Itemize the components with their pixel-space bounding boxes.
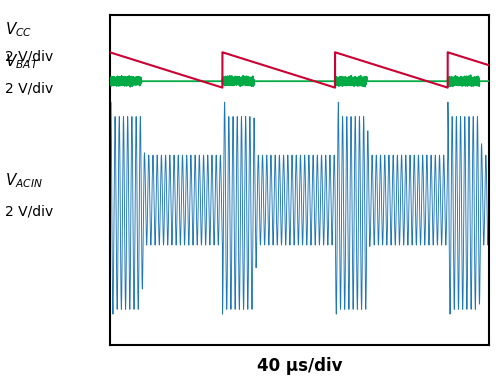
Text: 40 μs/div: 40 μs/div xyxy=(256,357,342,375)
Text: 2 V/div: 2 V/div xyxy=(5,82,53,96)
Text: 2 V/div: 2 V/div xyxy=(5,49,53,63)
Text: $V_{ACIN}$: $V_{ACIN}$ xyxy=(5,172,43,190)
Text: $V_{CC}$: $V_{CC}$ xyxy=(5,20,32,39)
Text: 2 V/div: 2 V/div xyxy=(5,205,53,219)
Text: $V_{BAT}$: $V_{BAT}$ xyxy=(5,53,39,71)
